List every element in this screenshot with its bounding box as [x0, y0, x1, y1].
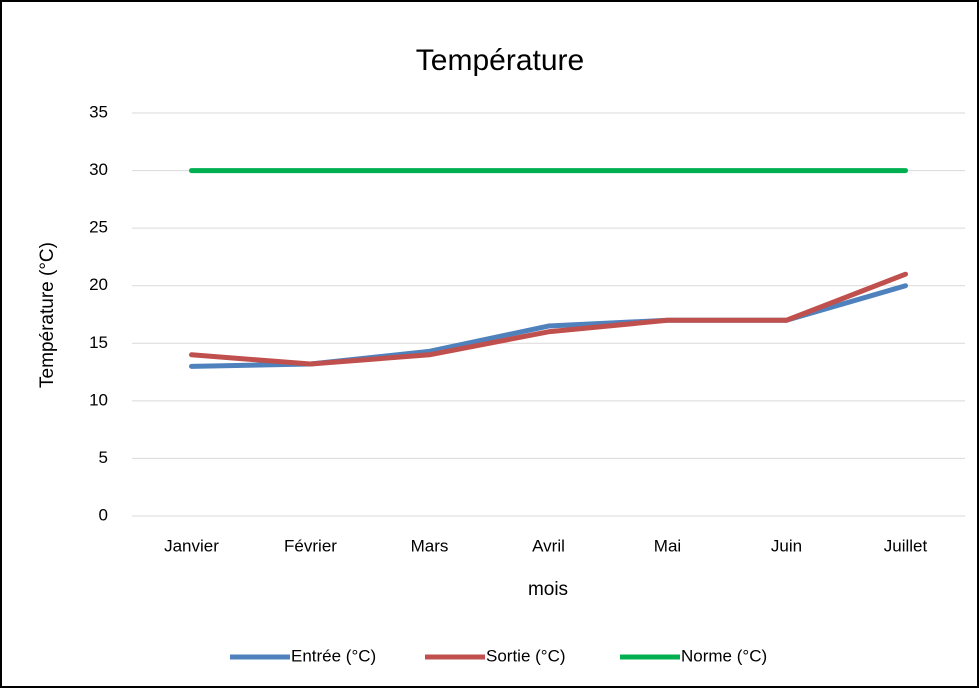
x-tick-label: Janvier: [164, 536, 219, 555]
x-tick-label: Février: [284, 536, 337, 555]
legend-label: Sortie (°C): [486, 646, 566, 665]
x-tick-label: Mars: [411, 536, 449, 555]
y-tick-label: 25: [89, 218, 108, 237]
y-tick-label: 20: [89, 275, 108, 294]
series-line: [189, 271, 908, 367]
x-tick-label: Avril: [532, 536, 565, 555]
x-tick-label: Mai: [654, 536, 681, 555]
x-tick-label: Juin: [771, 536, 802, 555]
y-tick-label: 35: [89, 102, 108, 121]
x-axis-title: mois: [528, 579, 568, 600]
y-tick-label: 5: [99, 448, 108, 467]
y-tick-label: 15: [89, 333, 108, 352]
y-axis-title: Température (°C): [37, 242, 58, 388]
chart-title: Température: [416, 44, 584, 77]
y-tick-label: 0: [99, 505, 108, 524]
x-tick-label: Juillet: [884, 536, 928, 555]
y-tick-label: 30: [89, 160, 108, 179]
y-tick-label: 10: [89, 390, 108, 409]
legend-label: Entrée (°C): [291, 646, 376, 665]
legend-label: Norme (°C): [681, 646, 767, 665]
